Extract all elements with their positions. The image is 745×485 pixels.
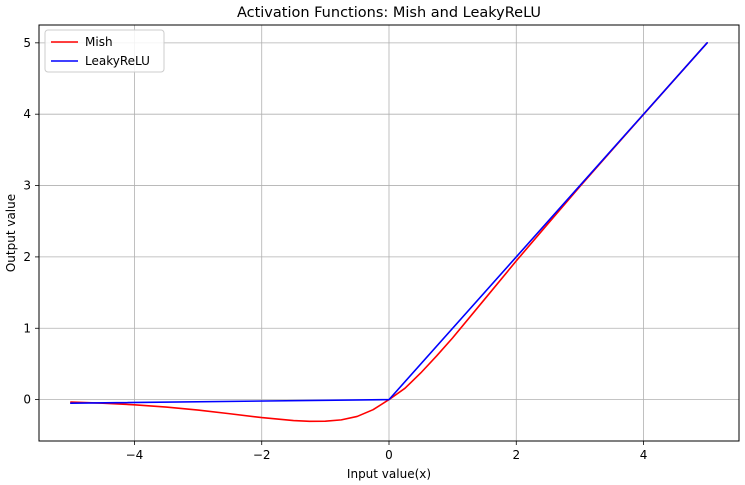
y-tick-label: 2 xyxy=(23,250,31,264)
y-tick-label: 4 xyxy=(23,107,31,121)
y-tick-label: 3 xyxy=(23,179,31,193)
grid xyxy=(39,25,739,441)
x-tick-label: 2 xyxy=(512,448,520,462)
y-axis-label: Output value xyxy=(4,194,18,272)
x-tick-label: −4 xyxy=(126,448,144,462)
ticks: −4 −2 0 2 4 0 1 2 3 4 5 xyxy=(23,36,647,462)
x-tick-label: 4 xyxy=(640,448,648,462)
legend: Mish LeakyReLU xyxy=(44,29,165,73)
series-line-leakyrelu xyxy=(70,42,708,404)
x-tick-label: 0 xyxy=(385,448,393,462)
legend-label-mish: Mish xyxy=(85,35,113,49)
y-tick-label: 0 xyxy=(23,393,31,407)
x-tick-label: −2 xyxy=(253,448,271,462)
y-tick-label: 1 xyxy=(23,321,31,335)
chart-title: Activation Functions: Mish and LeakyReLU xyxy=(237,5,541,21)
y-tick-label: 5 xyxy=(23,36,31,50)
x-axis-label: Input value(x) xyxy=(347,467,431,481)
legend-label-leakyrelu: LeakyReLU xyxy=(85,54,150,68)
series-layer xyxy=(70,42,708,423)
